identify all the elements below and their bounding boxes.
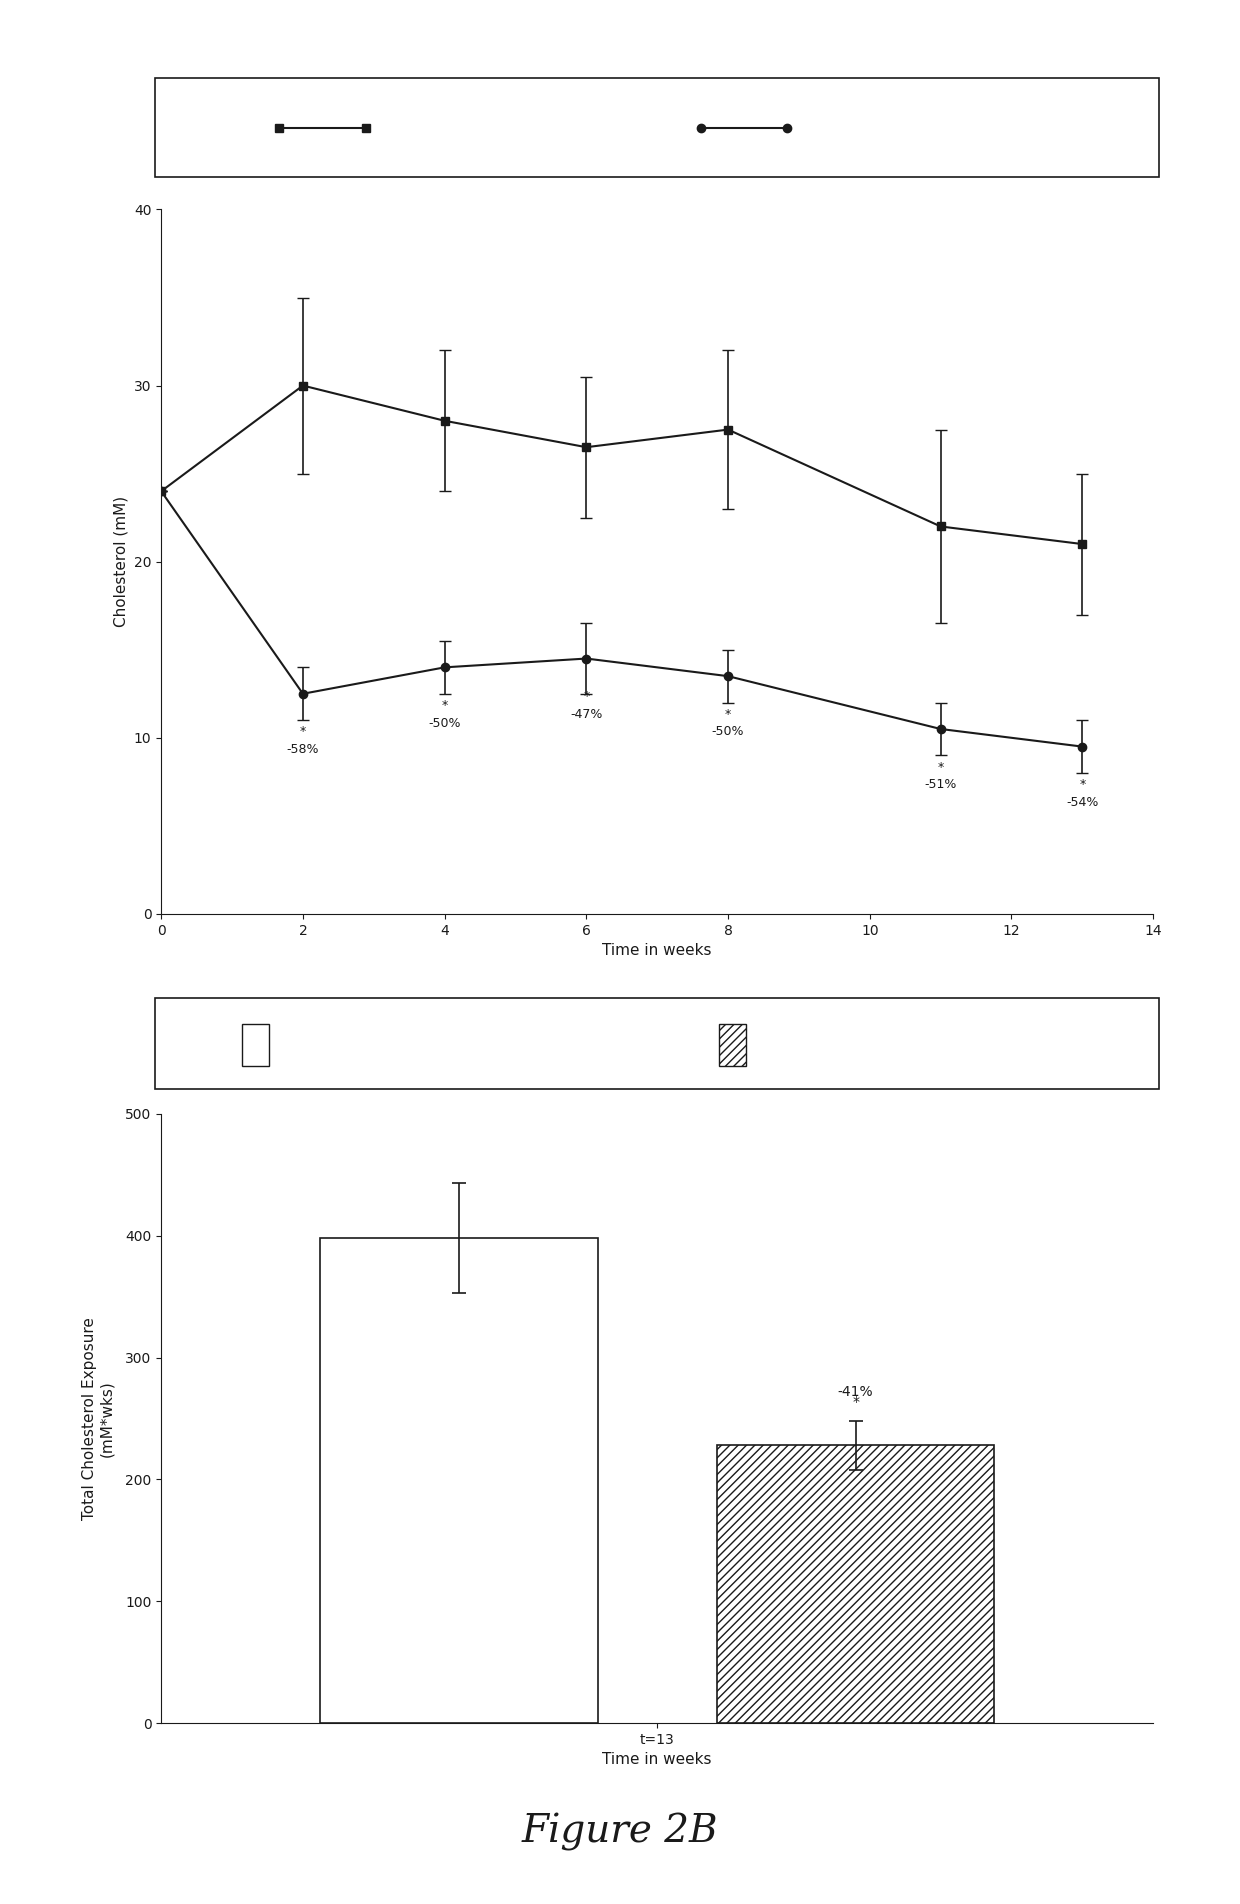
- Text: -54%: -54%: [1066, 796, 1099, 809]
- Text: Figure 2A: Figure 2A: [522, 1000, 718, 1038]
- Y-axis label: Cholesterol (mM): Cholesterol (mM): [113, 497, 128, 626]
- Text: -41%: -41%: [838, 1384, 873, 1399]
- Text: Control AB: Control AB: [378, 120, 453, 135]
- Text: evinacumab: evinacumab: [800, 120, 885, 135]
- Text: -51%: -51%: [925, 779, 957, 792]
- Text: Figure 2B: Figure 2B: [522, 1813, 718, 1851]
- Text: -58%: -58%: [286, 743, 319, 756]
- X-axis label: Time in weeks: Time in weeks: [603, 1752, 712, 1767]
- Y-axis label: Total Cholesterol Exposure
(mM*wks): Total Cholesterol Exposure (mM*wks): [82, 1318, 114, 1519]
- Text: *: *: [300, 725, 306, 739]
- Text: *: *: [583, 691, 589, 703]
- Text: evinacumab: evinacumab: [756, 1036, 842, 1051]
- Text: *: *: [725, 708, 732, 722]
- Text: -50%: -50%: [712, 725, 744, 739]
- Text: Control AB: Control AB: [279, 1036, 353, 1051]
- Bar: [717, 1445, 994, 1723]
- Text: -50%: -50%: [428, 716, 461, 729]
- Text: *: *: [852, 1396, 859, 1409]
- Text: *: *: [441, 699, 448, 712]
- Text: *: *: [1079, 779, 1085, 792]
- X-axis label: Time in weeks: Time in weeks: [603, 942, 712, 958]
- Text: *: *: [937, 762, 944, 773]
- Bar: [320, 1238, 598, 1723]
- Text: -47%: -47%: [570, 708, 603, 722]
